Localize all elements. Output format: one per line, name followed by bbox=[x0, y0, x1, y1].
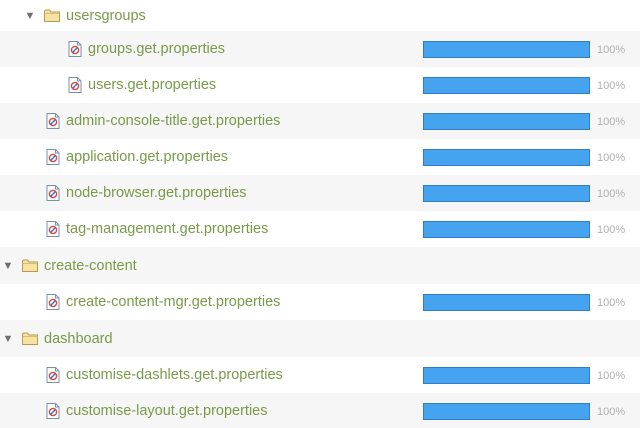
properties-file-icon bbox=[46, 113, 60, 129]
progress-percent: 100% bbox=[597, 370, 626, 382]
tree-folder-row[interactable]: ▼ dashboard bbox=[0, 320, 640, 357]
tree-folder-row[interactable]: ▼ create-content bbox=[0, 247, 640, 284]
properties-file-icon bbox=[46, 221, 60, 237]
progress-bar-fill bbox=[424, 78, 589, 93]
folder-icon bbox=[44, 9, 60, 22]
properties-file-icon bbox=[46, 294, 60, 310]
properties-file-icon bbox=[68, 41, 82, 57]
triangle-down-icon[interactable]: ▼ bbox=[2, 333, 14, 345]
folder-icon bbox=[22, 332, 38, 345]
folder-label[interactable]: dashboard bbox=[44, 331, 113, 347]
file-label[interactable]: node-browser.get.properties bbox=[66, 185, 247, 201]
tree-file-row[interactable]: customise-dashlets.get.properties 100% bbox=[0, 357, 640, 393]
progress-bar-fill bbox=[424, 404, 589, 419]
progress-bar bbox=[423, 221, 590, 238]
folder-icon bbox=[22, 259, 38, 272]
triangle-down-icon[interactable]: ▼ bbox=[24, 10, 36, 22]
progress-bar bbox=[423, 367, 590, 384]
tree-file-row[interactable]: groups.get.properties 100% bbox=[0, 31, 640, 67]
progress-bar bbox=[423, 294, 590, 311]
tree-file-row[interactable]: application.get.properties 100% bbox=[0, 139, 640, 175]
progress-bar-fill bbox=[424, 150, 589, 165]
triangle-down-icon[interactable]: ▼ bbox=[2, 260, 14, 272]
progress-bar bbox=[423, 403, 590, 420]
properties-file-icon bbox=[46, 367, 60, 383]
progress-bar-fill bbox=[424, 186, 589, 201]
tree-file-row[interactable]: create-content-mgr.get.properties 100% bbox=[0, 284, 640, 320]
file-label[interactable]: customise-dashlets.get.properties bbox=[66, 367, 283, 383]
properties-file-icon bbox=[46, 149, 60, 165]
folder-label[interactable]: usersgroups bbox=[66, 8, 146, 24]
file-label[interactable]: users.get.properties bbox=[88, 77, 217, 93]
progress-percent: 100% bbox=[597, 224, 626, 236]
progress-bar bbox=[423, 185, 590, 202]
progress-percent: 100% bbox=[597, 44, 626, 56]
file-label[interactable]: customise-layout.get.properties bbox=[66, 403, 268, 419]
properties-file-icon bbox=[68, 77, 82, 93]
file-label[interactable]: admin-console-title.get.properties bbox=[66, 113, 281, 129]
progress-percent: 100% bbox=[597, 116, 626, 128]
file-label[interactable]: tag-management.get.properties bbox=[66, 221, 269, 237]
properties-file-icon bbox=[46, 185, 60, 201]
tree-file-row[interactable]: admin-console-title.get.properties 100% bbox=[0, 103, 640, 139]
tree-file-row[interactable]: node-browser.get.properties 100% bbox=[0, 175, 640, 211]
file-label[interactable]: groups.get.properties bbox=[88, 41, 226, 57]
progress-bar-fill bbox=[424, 368, 589, 383]
progress-percent: 100% bbox=[597, 406, 626, 418]
progress-bar-fill bbox=[424, 295, 589, 310]
progress-bar-fill bbox=[424, 222, 589, 237]
properties-file-icon bbox=[46, 403, 60, 419]
file-label[interactable]: create-content-mgr.get.properties bbox=[66, 294, 281, 310]
progress-bar bbox=[423, 113, 590, 130]
tree-folder-row[interactable]: ▼ usersgroups bbox=[0, 0, 640, 31]
progress-bar bbox=[423, 77, 590, 94]
tree-file-row[interactable]: users.get.properties 100% bbox=[0, 67, 640, 103]
progress-bar bbox=[423, 149, 590, 166]
progress-percent: 100% bbox=[597, 80, 626, 92]
progress-bar-fill bbox=[424, 114, 589, 129]
progress-percent: 100% bbox=[597, 152, 626, 164]
file-label[interactable]: application.get.properties bbox=[66, 149, 229, 165]
tree-file-row[interactable]: tag-management.get.properties 100% bbox=[0, 211, 640, 247]
progress-percent: 100% bbox=[597, 188, 626, 200]
folder-label[interactable]: create-content bbox=[44, 258, 137, 274]
progress-bar bbox=[423, 41, 590, 58]
tree-file-row[interactable]: customise-layout.get.properties 100% bbox=[0, 393, 640, 428]
progress-bar-fill bbox=[424, 42, 589, 57]
progress-percent: 100% bbox=[597, 297, 626, 309]
